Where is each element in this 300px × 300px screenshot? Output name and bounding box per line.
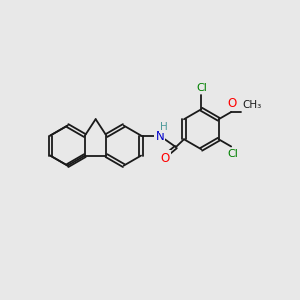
Text: O: O (160, 152, 170, 165)
Text: O: O (227, 97, 237, 110)
Text: H: H (160, 122, 167, 132)
Text: CH₃: CH₃ (242, 100, 262, 110)
Text: Cl: Cl (227, 148, 238, 158)
Text: Cl: Cl (196, 83, 207, 93)
Text: N: N (155, 130, 164, 143)
